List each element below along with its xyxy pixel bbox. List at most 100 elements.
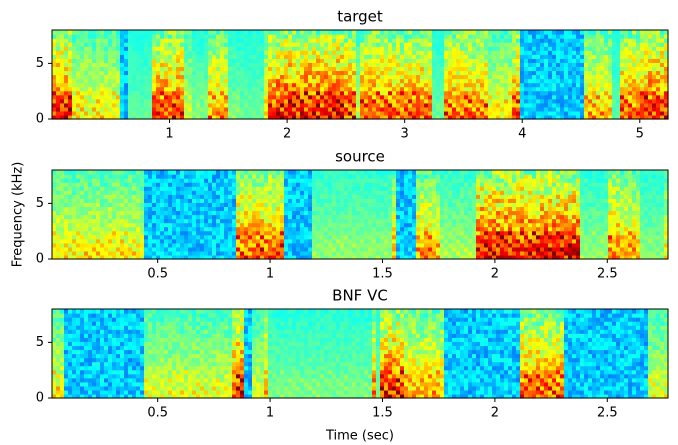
spectrogram-cell bbox=[560, 103, 565, 108]
spectrogram-cell bbox=[624, 54, 629, 59]
spectrogram-cell bbox=[212, 103, 217, 108]
spectrogram-cell bbox=[96, 58, 101, 63]
spectrogram-cell bbox=[172, 219, 177, 224]
spectrogram-cell bbox=[128, 95, 133, 100]
spectrogram-cell bbox=[252, 174, 257, 179]
spectrogram-cell bbox=[180, 46, 185, 51]
spectrogram-cell bbox=[176, 174, 181, 179]
spectrogram-cell bbox=[120, 62, 125, 67]
spectrogram-cell bbox=[304, 42, 309, 47]
spectrogram-cell bbox=[364, 79, 369, 84]
spectrogram-cell bbox=[376, 99, 381, 104]
spectrogram-cell bbox=[172, 243, 177, 248]
spectrogram-cell bbox=[136, 194, 141, 199]
spectrogram-cell bbox=[328, 70, 333, 75]
spectrogram-cell bbox=[412, 34, 417, 39]
spectrogram-cell bbox=[336, 170, 341, 175]
spectrogram-cell bbox=[136, 75, 141, 80]
spectrogram-cell bbox=[616, 62, 621, 67]
spectrogram-cell bbox=[564, 50, 569, 55]
spectrogram-cell bbox=[636, 103, 641, 108]
spectrogram-cell bbox=[304, 206, 309, 211]
spectrogram-cell bbox=[460, 83, 465, 88]
spectrogram-cell bbox=[60, 174, 65, 179]
spectrogram-cell bbox=[324, 178, 329, 183]
spectrogram-cell bbox=[456, 83, 461, 88]
spectrogram-cell bbox=[488, 58, 493, 63]
spectrogram-cell bbox=[220, 190, 225, 195]
spectrogram-cell bbox=[104, 58, 109, 63]
spectrogram-cell bbox=[632, 42, 637, 47]
spectrogram-cell bbox=[616, 66, 621, 71]
spectrogram-cell bbox=[320, 111, 325, 116]
spectrogram-cell bbox=[164, 182, 169, 187]
spectrogram-cell bbox=[76, 239, 81, 244]
spectrogram-cell bbox=[392, 91, 397, 96]
spectrogram-cell bbox=[404, 70, 409, 75]
spectrogram-cell bbox=[160, 170, 165, 175]
spectrogram-cell bbox=[168, 215, 173, 220]
spectrogram-cell bbox=[160, 34, 165, 39]
spectrogram-cell bbox=[280, 182, 285, 187]
spectrogram-cell bbox=[92, 247, 97, 252]
spectrogram-cell bbox=[352, 107, 357, 112]
spectrogram-cell bbox=[104, 206, 109, 211]
spectrogram-cell bbox=[140, 30, 145, 35]
spectrogram-cell bbox=[600, 95, 605, 100]
spectrogram-cell bbox=[332, 30, 337, 35]
spectrogram-cell bbox=[164, 111, 169, 116]
spectrogram-cell bbox=[336, 219, 341, 224]
spectrogram-cell bbox=[560, 91, 565, 96]
spectrogram-cell bbox=[208, 66, 213, 71]
spectrogram-cell bbox=[80, 54, 85, 59]
spectrogram-cell bbox=[244, 46, 249, 51]
spectrogram-cell bbox=[176, 58, 181, 63]
spectrogram-cell bbox=[312, 170, 317, 175]
spectrogram-cell bbox=[588, 38, 593, 43]
spectrogram-cell bbox=[452, 58, 457, 63]
spectrogram-cell bbox=[208, 95, 213, 100]
spectrogram-cell bbox=[116, 190, 121, 195]
spectrogram-cell bbox=[104, 174, 109, 179]
spectrogram-cell bbox=[140, 34, 145, 39]
spectrogram-cell bbox=[176, 198, 181, 203]
spectrogram-cell bbox=[596, 91, 601, 96]
spectrogram-cell bbox=[572, 34, 577, 39]
spectrogram-cell bbox=[136, 251, 141, 256]
spectrogram-cell bbox=[336, 42, 341, 47]
spectrogram-cell bbox=[308, 91, 313, 96]
spectrogram-cell bbox=[208, 70, 213, 75]
spectrogram-cell bbox=[576, 83, 581, 88]
spectrogram-cell bbox=[152, 243, 157, 248]
spectrogram-cell bbox=[196, 231, 201, 236]
spectrogram-cell bbox=[288, 66, 293, 71]
spectrogram-cell bbox=[128, 87, 133, 92]
spectrogram-cell bbox=[368, 34, 373, 39]
spectrogram-cell bbox=[496, 34, 501, 39]
spectrogram-cell bbox=[176, 30, 181, 35]
spectrogram-cell bbox=[556, 87, 561, 92]
spectrogram-cell bbox=[624, 107, 629, 112]
spectrogram-cell bbox=[116, 70, 121, 75]
spectrogram-cell bbox=[380, 70, 385, 75]
spectrogram-cell bbox=[136, 227, 141, 232]
spectrogram-cell bbox=[104, 178, 109, 183]
spectrogram-cell bbox=[228, 62, 233, 67]
spectrogram-cell bbox=[200, 42, 205, 47]
spectrogram-cell bbox=[644, 38, 649, 43]
spectrogram-cell bbox=[216, 38, 221, 43]
spectrogram-cell bbox=[584, 111, 589, 116]
spectrogram-cell bbox=[220, 202, 225, 207]
spectrogram-cell bbox=[188, 30, 193, 35]
spectrogram-cell bbox=[384, 42, 389, 47]
spectrogram-cell bbox=[92, 87, 97, 92]
spectrogram-cell bbox=[552, 62, 557, 67]
spectrogram-cell bbox=[308, 247, 313, 252]
spectrogram-cell bbox=[288, 223, 293, 228]
spectrogram-cell bbox=[76, 58, 81, 63]
spectrogram-cell bbox=[352, 83, 357, 88]
spectrogram-cell bbox=[124, 46, 129, 51]
spectrogram-cell bbox=[100, 75, 105, 80]
spectrogram-cell bbox=[292, 190, 297, 195]
spectrogram-cell bbox=[236, 99, 241, 104]
